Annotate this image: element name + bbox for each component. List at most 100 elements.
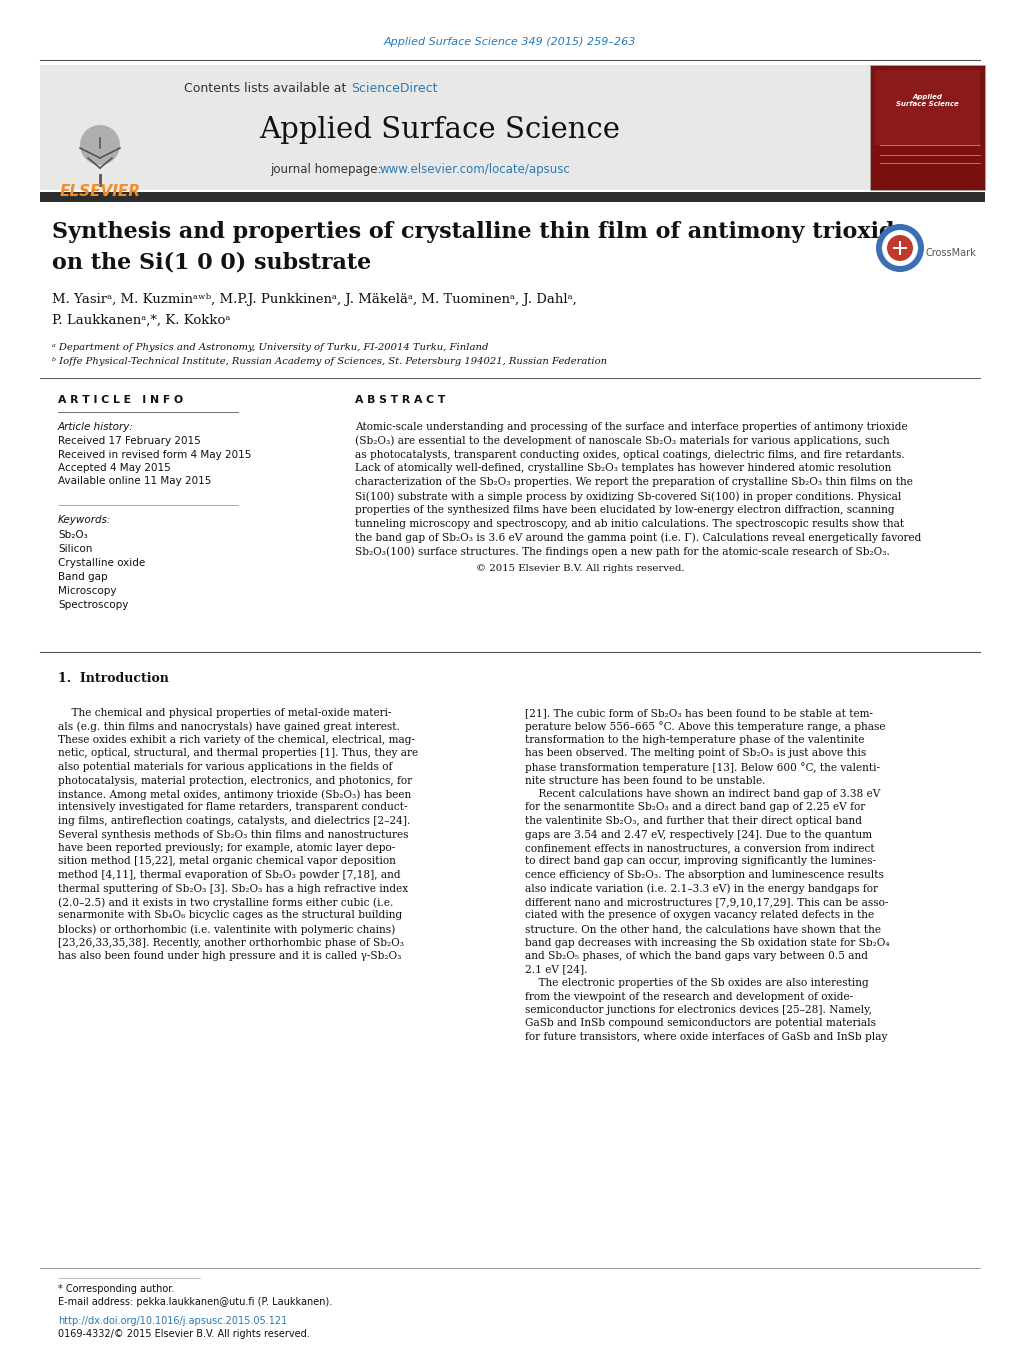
Circle shape	[881, 230, 917, 266]
Text: Sb₂O₃: Sb₂O₃	[58, 530, 88, 540]
Text: Several synthesis methods of Sb₂O₃ thin films and nanostructures: Several synthesis methods of Sb₂O₃ thin …	[58, 830, 408, 839]
Text: senarmonite with Sb₄O₆ bicyclic cages as the structural building: senarmonite with Sb₄O₆ bicyclic cages as…	[58, 911, 401, 920]
Text: 1.  Introduction: 1. Introduction	[58, 671, 169, 685]
Text: Contents lists available at: Contents lists available at	[183, 81, 350, 95]
Text: instance. Among metal oxides, antimony trioxide (Sb₂O₃) has been: instance. Among metal oxides, antimony t…	[58, 789, 411, 800]
Text: Spectroscopy: Spectroscopy	[58, 600, 128, 611]
Text: A R T I C L E   I N F O: A R T I C L E I N F O	[58, 394, 183, 405]
Text: * Corresponding author.: * Corresponding author.	[58, 1283, 174, 1294]
Text: intensively investigated for flame retarders, transparent conduct-: intensively investigated for flame retar…	[58, 802, 408, 812]
Text: Accepted 4 May 2015: Accepted 4 May 2015	[58, 463, 170, 473]
Text: has also been found under high pressure and it is called γ-Sb₂O₃: has also been found under high pressure …	[58, 951, 401, 961]
Text: different nano and microstructures [7,9,10,17,29]. This can be asso-: different nano and microstructures [7,9,…	[525, 897, 888, 907]
Text: cence efficiency of Sb₂O₃. The absorption and luminescence results: cence efficiency of Sb₂O₃. The absorptio…	[525, 870, 883, 880]
Bar	[40, 192, 984, 203]
Text: [21]. The cubic form of Sb₂O₃ has been found to be stable at tem-: [21]. The cubic form of Sb₂O₃ has been f…	[525, 708, 872, 717]
Text: Received 17 February 2015: Received 17 February 2015	[58, 436, 201, 446]
Text: Silicon: Silicon	[58, 544, 93, 554]
Text: A B S T R A C T: A B S T R A C T	[355, 394, 445, 405]
Text: has been observed. The melting point of Sb₂O₃ is just above this: has been observed. The melting point of …	[525, 748, 865, 758]
Text: Band gap: Band gap	[58, 571, 108, 582]
Text: 2.1 eV [24].: 2.1 eV [24].	[525, 965, 587, 974]
Text: for future transistors, where oxide interfaces of GaSb and InSb play: for future transistors, where oxide inte…	[525, 1032, 887, 1042]
Text: semiconductor junctions for electronics devices [25–28]. Namely,: semiconductor junctions for electronics …	[525, 1005, 871, 1015]
Text: Crystalline oxide: Crystalline oxide	[58, 558, 145, 567]
Text: netic, optical, structural, and thermal properties [1]. Thus, they are: netic, optical, structural, and thermal …	[58, 748, 418, 758]
Bar	[874, 70, 979, 145]
Text: (2.0–2.5) and it exists in two crystalline forms either cubic (i.e.: (2.0–2.5) and it exists in two crystalli…	[58, 897, 393, 908]
Text: © 2015 Elsevier B.V. All rights reserved.: © 2015 Elsevier B.V. All rights reserved…	[476, 563, 685, 573]
Text: tunneling microscopy and spectroscopy, and ab initio calculations. The spectrosc: tunneling microscopy and spectroscopy, a…	[355, 519, 903, 528]
Text: on the Si(1 0 0) substrate: on the Si(1 0 0) substrate	[52, 251, 371, 273]
Text: Applied
Surface Science: Applied Surface Science	[895, 93, 958, 107]
Text: (Sb₂O₃) are essential to the development of nanoscale Sb₂O₃ materials for variou: (Sb₂O₃) are essential to the development…	[355, 436, 889, 446]
Text: have been reported previously; for example, atomic layer depo-: have been reported previously; for examp…	[58, 843, 395, 852]
Circle shape	[875, 224, 923, 272]
Text: journal homepage:: journal homepage:	[270, 163, 385, 177]
Text: photocatalysis, material protection, electronics, and photonics, for: photocatalysis, material protection, ele…	[58, 775, 412, 785]
Text: ciated with the presence of oxygen vacancy related defects in the: ciated with the presence of oxygen vacan…	[525, 911, 873, 920]
Text: sition method [15,22], metal organic chemical vapor deposition: sition method [15,22], metal organic che…	[58, 857, 395, 866]
Text: properties of the synthesized films have been elucidated by low-energy electron : properties of the synthesized films have…	[355, 505, 894, 515]
Circle shape	[79, 126, 120, 165]
Text: 0169-4332/© 2015 Elsevier B.V. All rights reserved.: 0169-4332/© 2015 Elsevier B.V. All right…	[58, 1329, 310, 1339]
Text: confinement effects in nanostructures, a conversion from indirect: confinement effects in nanostructures, a…	[525, 843, 873, 852]
Text: The electronic properties of the Sb oxides are also interesting: The electronic properties of the Sb oxid…	[525, 978, 868, 988]
Text: also indicate variation (i.e. 2.1–3.3 eV) in the energy bandgaps for: also indicate variation (i.e. 2.1–3.3 eV…	[525, 884, 877, 894]
Text: the band gap of Sb₂O₃ is 3.6 eV around the gamma point (i.e. Γ). Calculations re: the band gap of Sb₂O₃ is 3.6 eV around t…	[355, 532, 920, 543]
Text: also potential materials for various applications in the fields of: also potential materials for various app…	[58, 762, 392, 771]
Bar	[892, 247, 906, 249]
Text: ᵇ Ioffe Physical-Technical Institute, Russian Academy of Sciences, St. Petersbur: ᵇ Ioffe Physical-Technical Institute, Ru…	[52, 358, 606, 366]
Text: Available online 11 May 2015: Available online 11 May 2015	[58, 477, 211, 486]
Text: phase transformation temperature [13]. Below 600 °C, the valenti-: phase transformation temperature [13]. B…	[525, 762, 879, 773]
Text: ᵃ Department of Physics and Astronomy, University of Turku, FI-20014 Turku, Finl: ᵃ Department of Physics and Astronomy, U…	[52, 343, 488, 353]
Text: E-mail address: pekka.laukkanen@utu.fi (P. Laukkanen).: E-mail address: pekka.laukkanen@utu.fi (…	[58, 1297, 332, 1306]
Text: characterization of the Sb₂O₃ properties. We report the preparation of crystalli: characterization of the Sb₂O₃ properties…	[355, 477, 912, 488]
Text: nite structure has been found to be unstable.: nite structure has been found to be unst…	[525, 775, 764, 785]
Text: Lack of atomically well-defined, crystalline Sb₂O₃ templates has however hindere: Lack of atomically well-defined, crystal…	[355, 463, 891, 473]
Text: Synthesis and properties of crystalline thin film of antimony trioxide: Synthesis and properties of crystalline …	[52, 222, 908, 243]
Text: method [4,11], thermal evaporation of Sb₂O₃ powder [7,18], and: method [4,11], thermal evaporation of Sb…	[58, 870, 400, 880]
Text: [23,26,33,35,38]. Recently, another orthorhombic phase of Sb₂O₃: [23,26,33,35,38]. Recently, another orth…	[58, 938, 404, 947]
Text: Applied Surface Science: Applied Surface Science	[259, 116, 620, 145]
Circle shape	[887, 235, 912, 261]
Text: Microscopy: Microscopy	[58, 586, 116, 596]
Text: als (e.g. thin films and nanocrystals) have gained great interest.: als (e.g. thin films and nanocrystals) h…	[58, 721, 399, 732]
Bar	[40, 65, 160, 190]
Text: blocks) or orthorhombic (i.e. valentinite with polymeric chains): blocks) or orthorhombic (i.e. valentinit…	[58, 924, 395, 935]
Text: Received in revised form 4 May 2015: Received in revised form 4 May 2015	[58, 450, 251, 459]
Text: Article history:: Article history:	[58, 422, 133, 432]
Text: Si(100) substrate with a simple process by oxidizing Sb-covered Si(100) in prope: Si(100) substrate with a simple process …	[355, 490, 901, 501]
Text: band gap decreases with increasing the Sb oxidation state for Sb₂O₄: band gap decreases with increasing the S…	[525, 938, 889, 947]
Text: M. Yasirᵃ, M. Kuzminᵃʷᵇ, M.P.J. Punkkinenᵃ, J. Mäkeläᵃ, M. Tuominenᵃ, J. Dahlᵃ,: M. Yasirᵃ, M. Kuzminᵃʷᵇ, M.P.J. Punkkine…	[52, 293, 576, 307]
Text: Keywords:: Keywords:	[58, 515, 111, 526]
Text: for the senarmontite Sb₂O₃ and a direct band gap of 2.25 eV for: for the senarmontite Sb₂O₃ and a direct …	[525, 802, 864, 812]
Text: thermal sputtering of Sb₂O₃ [3]. Sb₂O₃ has a high refractive index: thermal sputtering of Sb₂O₃ [3]. Sb₂O₃ h…	[58, 884, 408, 893]
Text: the valentinite Sb₂O₃, and further that their direct optical band: the valentinite Sb₂O₃, and further that …	[525, 816, 861, 825]
Text: Applied Surface Science 349 (2015) 259–263: Applied Surface Science 349 (2015) 259–2…	[383, 36, 636, 47]
Text: Sb₂O₃(100) surface structures. The findings open a new path for the atomic-scale: Sb₂O₃(100) surface structures. The findi…	[355, 546, 889, 557]
Text: transformation to the high-temperature phase of the valentinite: transformation to the high-temperature p…	[525, 735, 864, 744]
Text: P. Laukkanenᵃ,*, K. Kokkoᵃ: P. Laukkanenᵃ,*, K. Kokkoᵃ	[52, 313, 230, 327]
Text: CrossMark: CrossMark	[925, 249, 976, 258]
Text: ScienceDirect: ScienceDirect	[351, 81, 437, 95]
Text: to direct band gap can occur, improving significantly the lumines-: to direct band gap can occur, improving …	[525, 857, 875, 866]
Text: www.elsevier.com/locate/apsusc: www.elsevier.com/locate/apsusc	[380, 163, 571, 177]
Bar	[40, 65, 890, 190]
Text: and Sb₂O₅ phases, of which the band gaps vary between 0.5 and: and Sb₂O₅ phases, of which the band gaps…	[525, 951, 867, 961]
Text: The chemical and physical properties of metal-oxide materi-: The chemical and physical properties of …	[58, 708, 391, 717]
Bar	[869, 65, 984, 190]
Text: Recent calculations have shown an indirect band gap of 3.38 eV: Recent calculations have shown an indire…	[525, 789, 879, 798]
Text: perature below 556–665 °C. Above this temperature range, a phase: perature below 556–665 °C. Above this te…	[525, 721, 884, 732]
Bar	[898, 240, 900, 255]
Text: http://dx.doi.org/10.1016/j.apsusc.2015.05.121: http://dx.doi.org/10.1016/j.apsusc.2015.…	[58, 1316, 287, 1325]
Text: ing films, antireflection coatings, catalysts, and dielectrics [2–24].: ing films, antireflection coatings, cata…	[58, 816, 410, 825]
Text: ELSEVIER: ELSEVIER	[59, 185, 141, 200]
Text: GaSb and InSb compound semiconductors are potential materials: GaSb and InSb compound semiconductors ar…	[525, 1019, 875, 1028]
Text: structure. On the other hand, the calculations have shown that the: structure. On the other hand, the calcul…	[525, 924, 880, 934]
Text: Atomic-scale understanding and processing of the surface and interface propertie: Atomic-scale understanding and processin…	[355, 422, 907, 432]
Text: from the viewpoint of the research and development of oxide-: from the viewpoint of the research and d…	[525, 992, 852, 1001]
Text: gaps are 3.54 and 2.47 eV, respectively [24]. Due to the quantum: gaps are 3.54 and 2.47 eV, respectively …	[525, 830, 871, 839]
Text: as photocatalysts, transparent conducting oxides, optical coatings, dielectric f: as photocatalysts, transparent conductin…	[355, 450, 904, 459]
Text: These oxides exhibit a rich variety of the chemical, electrical, mag-: These oxides exhibit a rich variety of t…	[58, 735, 415, 744]
